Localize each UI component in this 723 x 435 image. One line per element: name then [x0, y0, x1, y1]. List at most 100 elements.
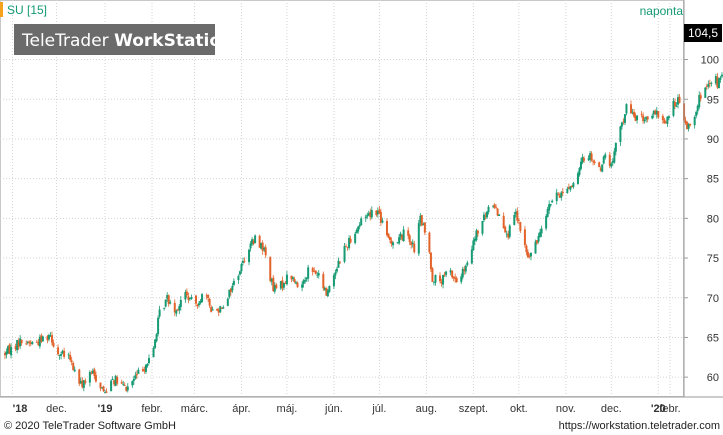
candle-body: [507, 233, 510, 238]
x-tick-label: szept.: [459, 403, 488, 415]
candle-body: [495, 207, 498, 208]
candle-body: [566, 188, 569, 193]
candle-body: [243, 261, 246, 262]
candle-body: [545, 216, 548, 229]
candle-body: [396, 242, 399, 244]
candle-body: [537, 235, 540, 242]
candle-body: [366, 215, 369, 217]
candle-body: [389, 237, 392, 240]
candle-body: [429, 252, 432, 269]
candle-body: [445, 271, 448, 275]
candle-body: [175, 310, 178, 314]
candle-body: [519, 222, 522, 231]
candle-body: [661, 115, 664, 120]
candle-body: [198, 303, 201, 306]
candle-body: [210, 306, 213, 312]
y-tick-label: 100: [701, 55, 719, 67]
candle-body: [81, 380, 84, 388]
candle-body: [558, 195, 561, 198]
candle-body: [601, 164, 604, 172]
candle-body: [677, 97, 679, 105]
candle-body: [693, 116, 696, 126]
candle-body: [714, 76, 717, 84]
candle-body: [525, 245, 528, 253]
candle-body: [657, 111, 660, 118]
watermark-bold-text: WorkStation: [114, 31, 233, 51]
candle-body: [316, 274, 319, 276]
candle-body: [508, 225, 511, 237]
candle-body: [452, 276, 455, 279]
candle-body: [279, 281, 282, 289]
candle-body: [263, 247, 266, 250]
candle-body: [439, 275, 442, 282]
candle-body: [696, 105, 699, 112]
candle-body: [689, 123, 692, 126]
candle-body: [540, 228, 543, 234]
candle-body: [290, 275, 293, 280]
candle-body: [475, 230, 478, 241]
candle-body: [402, 229, 405, 242]
candle-body: [476, 230, 479, 234]
y-tick-label: 65: [707, 332, 719, 344]
x-tick-label: nov.: [556, 403, 576, 415]
candle-body: [61, 350, 64, 354]
candle-body: [549, 203, 552, 206]
candle-body: [35, 341, 38, 343]
candle-body: [514, 211, 517, 215]
candle-body: [113, 380, 116, 385]
candle-body: [529, 252, 532, 257]
candle-body: [325, 287, 328, 296]
candle-body: [643, 120, 646, 122]
symbol-label[interactable]: SU [15]: [7, 3, 47, 17]
candle-body: [675, 105, 678, 107]
candle-body: [579, 161, 582, 169]
candle-body: [38, 336, 41, 347]
candle-body: [296, 282, 299, 288]
candle-body: [432, 281, 435, 283]
candle-body: [623, 114, 626, 123]
source-url[interactable]: https://workstation.teletrader.com: [559, 420, 720, 432]
candle-body: [311, 268, 314, 272]
candle-body: [179, 299, 182, 307]
candle-body: [141, 369, 144, 372]
candle-body: [143, 370, 146, 371]
watermark-light-text: TeleTrader: [21, 31, 114, 51]
interval-label[interactable]: naponta: [640, 4, 684, 18]
candle-body: [348, 237, 351, 248]
candle-body: [640, 114, 643, 116]
candle-body: [610, 163, 613, 167]
candle-body: [608, 154, 611, 166]
copyright-text: © 2020 TeleTrader Software GmbH: [4, 420, 176, 432]
candle-body: [169, 302, 172, 304]
candle-body: [655, 110, 658, 115]
candle-body: [126, 386, 129, 391]
candle-body: [154, 339, 157, 348]
candle-body: [602, 156, 605, 164]
y-axis-labels: 60 65 70 75 80 85 90 95 100: [684, 55, 719, 384]
candle-body: [275, 284, 278, 289]
last-price-box: [684, 24, 722, 42]
candle-body: [695, 111, 698, 117]
x-tick-label: '20: [651, 403, 666, 415]
y-tick-label: 70: [707, 293, 719, 305]
candle-body: [572, 183, 575, 188]
candle-body: [419, 215, 422, 224]
candle-body: [589, 153, 592, 160]
candle-body: [50, 335, 53, 343]
x-tick-label: ápr.: [232, 403, 250, 415]
candle-body: [49, 335, 52, 337]
candle-body: [281, 280, 284, 289]
candle-body: [238, 271, 241, 275]
candle-body: [291, 277, 294, 279]
candle-body: [376, 211, 379, 215]
candle-body: [387, 233, 390, 238]
candle-body: [534, 241, 537, 254]
candle-body: [486, 211, 489, 218]
candle-body: [598, 162, 601, 168]
candle-body: [557, 194, 560, 195]
candle-body: [672, 100, 675, 116]
candle-body: [633, 111, 636, 117]
grid-lines: [0, 0, 683, 397]
